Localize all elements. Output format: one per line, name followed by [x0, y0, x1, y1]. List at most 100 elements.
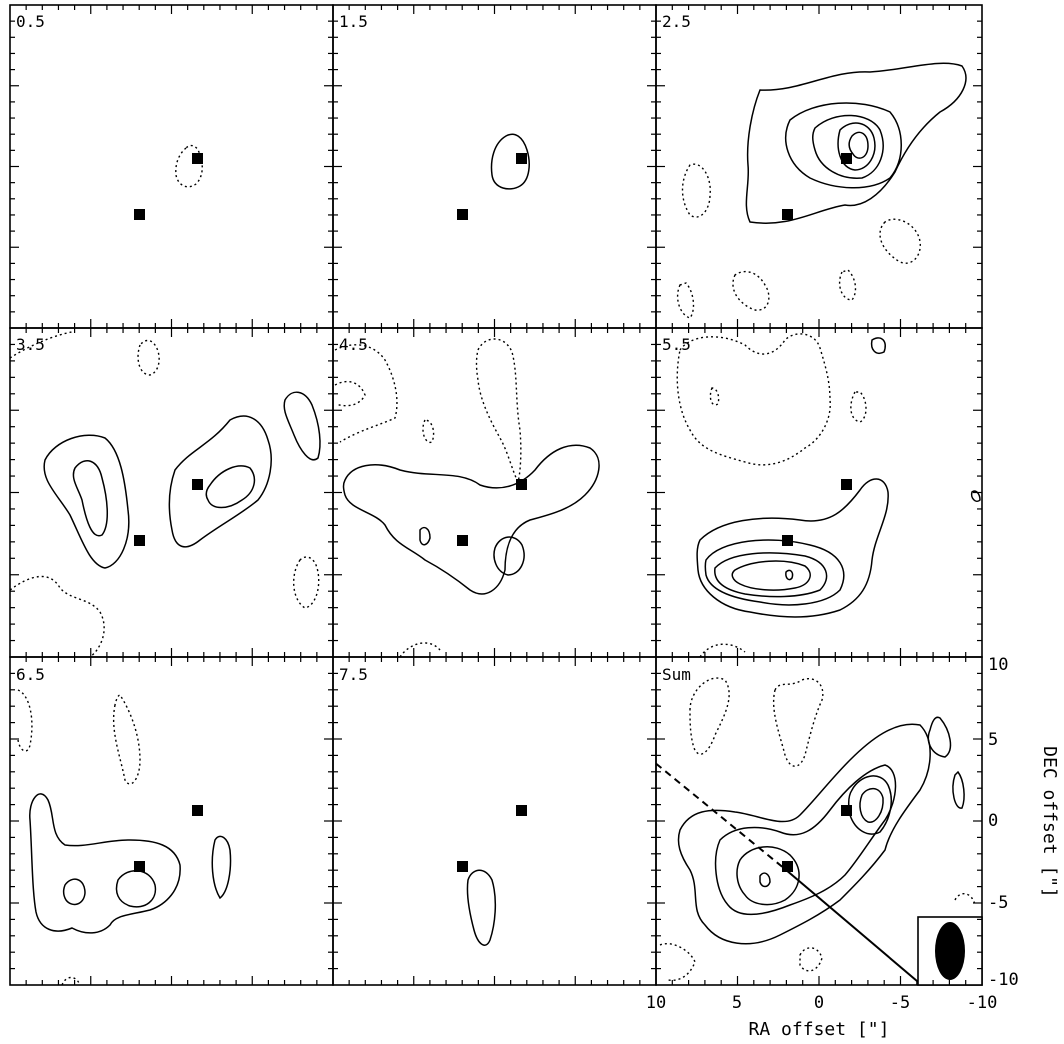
contour-positive	[847, 775, 892, 835]
panel-1-5: 1.5	[332, 4, 657, 329]
contour-negative	[399, 642, 441, 658]
contour-negative	[732, 270, 770, 311]
source-marker	[782, 535, 793, 546]
contour-positive	[952, 770, 965, 809]
contour-negative	[681, 163, 711, 218]
source-marker	[192, 153, 203, 164]
source-marker	[516, 805, 527, 816]
y-tick-label: -10	[988, 970, 1019, 990]
panel-label: 4.5	[339, 335, 368, 354]
contour-negative	[61, 976, 81, 986]
contour-negative	[676, 282, 695, 319]
contour-positive	[970, 490, 981, 503]
contour-negative	[9, 331, 73, 359]
source-marker	[516, 479, 527, 490]
panel-3-5: 3.5	[9, 327, 334, 658]
contour-negative	[422, 419, 435, 444]
panel-6-5: 6.5	[9, 656, 334, 986]
cut-line-dashed	[655, 762, 788, 871]
contour-positive	[283, 391, 321, 461]
contour-positive	[115, 870, 157, 908]
x-tick-label: -5	[890, 993, 910, 1013]
y-tick-label: 10	[988, 655, 1008, 675]
contour-negative	[709, 387, 720, 406]
contour-negative	[334, 344, 398, 443]
contour-positive	[927, 716, 952, 758]
source-marker	[457, 209, 468, 220]
tick-marks	[10, 5, 982, 985]
contour-negative	[799, 947, 823, 972]
contour-negative	[850, 391, 867, 423]
source-marker	[457, 861, 468, 872]
x-tick-label: 10	[646, 993, 666, 1013]
contour-positive	[43, 434, 130, 569]
panel-sum: Sum	[655, 656, 983, 986]
contour-negative	[772, 678, 824, 767]
y-tick-label: -5	[988, 893, 1008, 913]
contour-negative	[838, 269, 857, 301]
contour-positive	[342, 444, 600, 595]
contour-positive	[736, 846, 800, 906]
panel-label: 2.5	[662, 12, 691, 31]
panel-label: Sum	[662, 665, 691, 684]
panel-label: 5.5	[662, 335, 691, 354]
source-marker	[782, 209, 793, 220]
source-marker	[134, 535, 145, 546]
source-marker	[134, 209, 145, 220]
contour-negative	[689, 677, 730, 755]
contour-positive	[714, 764, 897, 916]
panel-label: 0.5	[16, 12, 45, 31]
contour-positive	[837, 122, 876, 171]
source-marker	[841, 805, 852, 816]
contour-positive	[785, 102, 902, 189]
x-tick-label: 5	[732, 993, 742, 1013]
contour-positive	[72, 459, 108, 537]
contour-positive	[419, 526, 431, 546]
cut-line-solid	[785, 869, 923, 986]
contour-negative	[659, 943, 696, 982]
contour-negative	[17, 689, 33, 752]
panel-7-5: 7.5	[332, 656, 657, 986]
contour-positive	[812, 114, 884, 179]
x-axis-label: RA offset ["]	[749, 1019, 890, 1040]
contour-positive	[493, 536, 525, 576]
source-marker	[457, 535, 468, 546]
y-axis-label: DEC offset ["]	[1039, 746, 1060, 898]
contour-positive	[168, 415, 272, 548]
y-tick-label: 5	[988, 730, 998, 750]
contour-negative	[334, 380, 366, 407]
contour-positive	[714, 552, 828, 598]
contour-negative	[475, 338, 522, 484]
source-marker	[841, 153, 852, 164]
contour-negative	[112, 694, 141, 785]
contour-positive	[745, 62, 967, 224]
source-marker	[782, 861, 793, 872]
contour-positive	[859, 787, 884, 823]
panel-5-5: 5.5	[655, 327, 983, 658]
panel-label: 1.5	[339, 12, 368, 31]
contour-negative	[699, 643, 746, 658]
contour-positive	[205, 465, 256, 509]
y-tick-label: 0	[988, 811, 998, 831]
contour-positive	[704, 539, 845, 606]
source-marker	[516, 153, 527, 164]
panel-label: 6.5	[16, 665, 45, 684]
contour-positive	[870, 337, 886, 354]
contour-negative	[879, 218, 921, 264]
beam-ellipse	[935, 922, 965, 980]
x-tick-label: 0	[814, 993, 824, 1013]
panel-label: 7.5	[339, 665, 368, 684]
contour-negative	[954, 893, 976, 906]
contour-positive	[696, 478, 889, 618]
contour-positive	[785, 569, 794, 581]
contour-negative	[676, 333, 831, 466]
contour-negative	[137, 339, 160, 376]
contour-positive	[848, 131, 869, 159]
contour-positive	[466, 869, 497, 946]
x-tick-label: -10	[967, 993, 998, 1013]
contour-positive	[62, 878, 86, 906]
contour-positive	[677, 723, 931, 945]
source-marker	[134, 861, 145, 872]
contour-positive	[759, 872, 771, 888]
